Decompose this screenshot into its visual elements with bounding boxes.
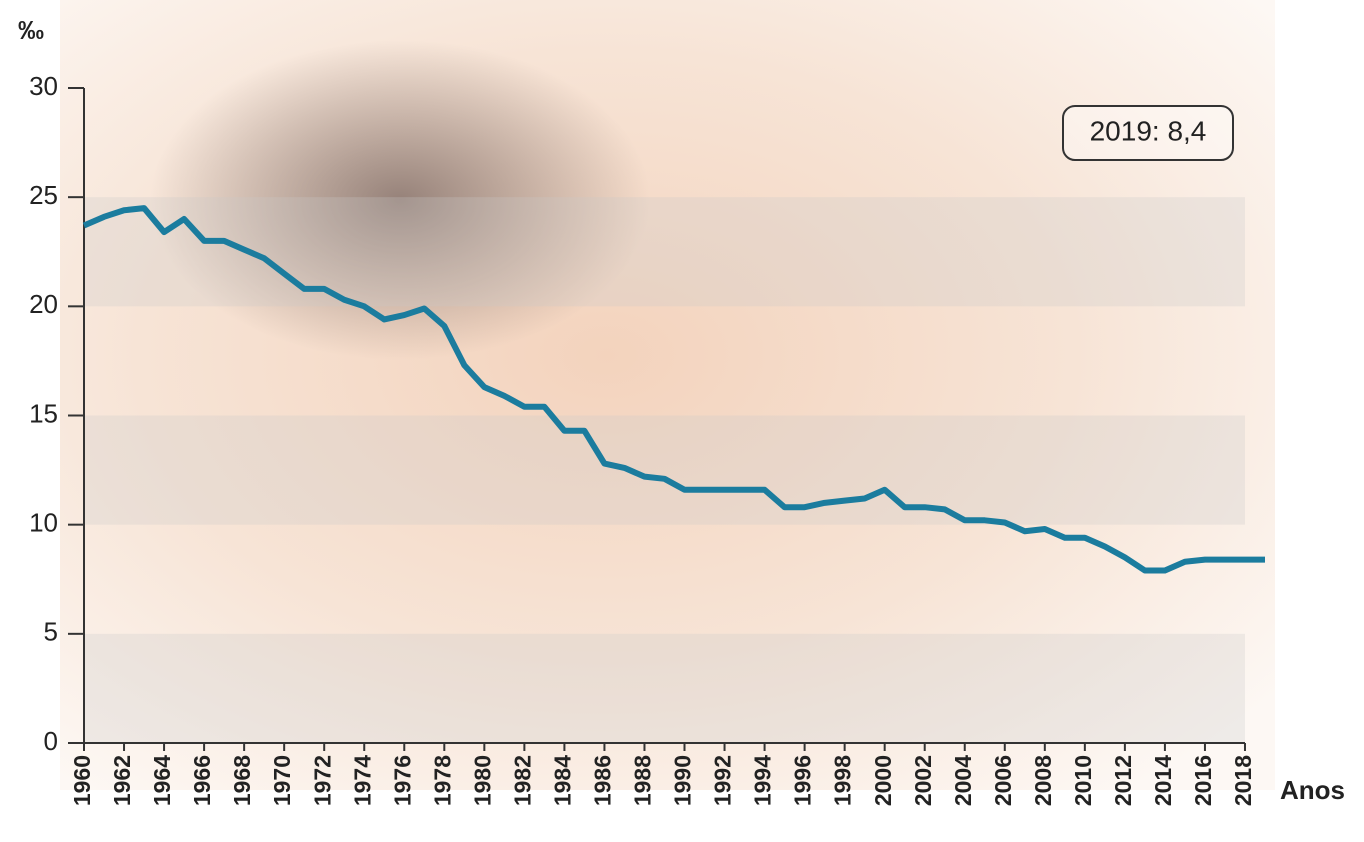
x-tick-label: 1966 [189,755,215,806]
y-axis-label: ‰ [18,15,44,45]
y-tick-label: 25 [29,180,58,210]
x-tick-label: 1976 [389,755,415,806]
x-tick-label: 1982 [509,755,535,806]
y-tick-label: 30 [29,71,58,101]
x-tick-label: 2014 [1150,755,1176,806]
x-tick-label: 1974 [349,755,375,806]
x-tick-label: 1994 [750,755,776,806]
grid-band [84,197,1245,306]
x-tick-label: 1992 [710,755,736,806]
x-tick-label: 1960 [69,755,95,806]
y-tick-label: 15 [29,398,58,428]
x-tick-label: 1984 [549,755,575,806]
x-tick-label: 2002 [910,755,936,806]
x-tick-label: 1996 [790,755,816,806]
x-tick-label: 1964 [149,755,175,806]
page: ‰ Anos 2019: 8,4 0 5 10 15 20 25 30 1960 1962 196… [0,0,1364,842]
x-tick-label: 1970 [269,755,295,806]
x-tick-label: 1998 [830,755,856,806]
x-tick-label: 2016 [1190,755,1216,806]
y-tick-label: 0 [44,726,58,756]
x-tick-label: 1962 [109,755,135,806]
x-tick-label: 1986 [590,755,616,806]
y-tick-label: 10 [29,508,58,538]
grid-band [84,634,1245,743]
grid-band [84,416,1245,525]
y-tick-label: 5 [44,617,58,647]
x-axis-label: Anos [1280,775,1345,805]
x-tick-label: 2004 [950,755,976,806]
x-tick-label: 2018 [1230,755,1256,806]
x-tick-label: 2000 [870,755,896,806]
x-tick-label: 2008 [1030,755,1056,806]
x-tick-label: 1978 [429,755,455,806]
x-tick-label: 1990 [670,755,696,806]
x-tick-label: 1972 [309,755,335,806]
x-tick-label: 2012 [1110,755,1136,806]
x-tick-label: 1988 [630,755,656,806]
x-tick-label: 1968 [229,755,255,806]
y-tick-label: 20 [29,289,58,319]
x-tick-label: 2010 [1070,755,1096,806]
x-tick-label: 1980 [469,755,495,806]
chart: ‰ Anos 2019: 8,4 0 5 10 15 20 25 30 1960 1962 196… [0,0,1364,842]
annotation: 2019: 8,4 [1090,115,1207,146]
x-tick-label: 2006 [990,755,1016,806]
